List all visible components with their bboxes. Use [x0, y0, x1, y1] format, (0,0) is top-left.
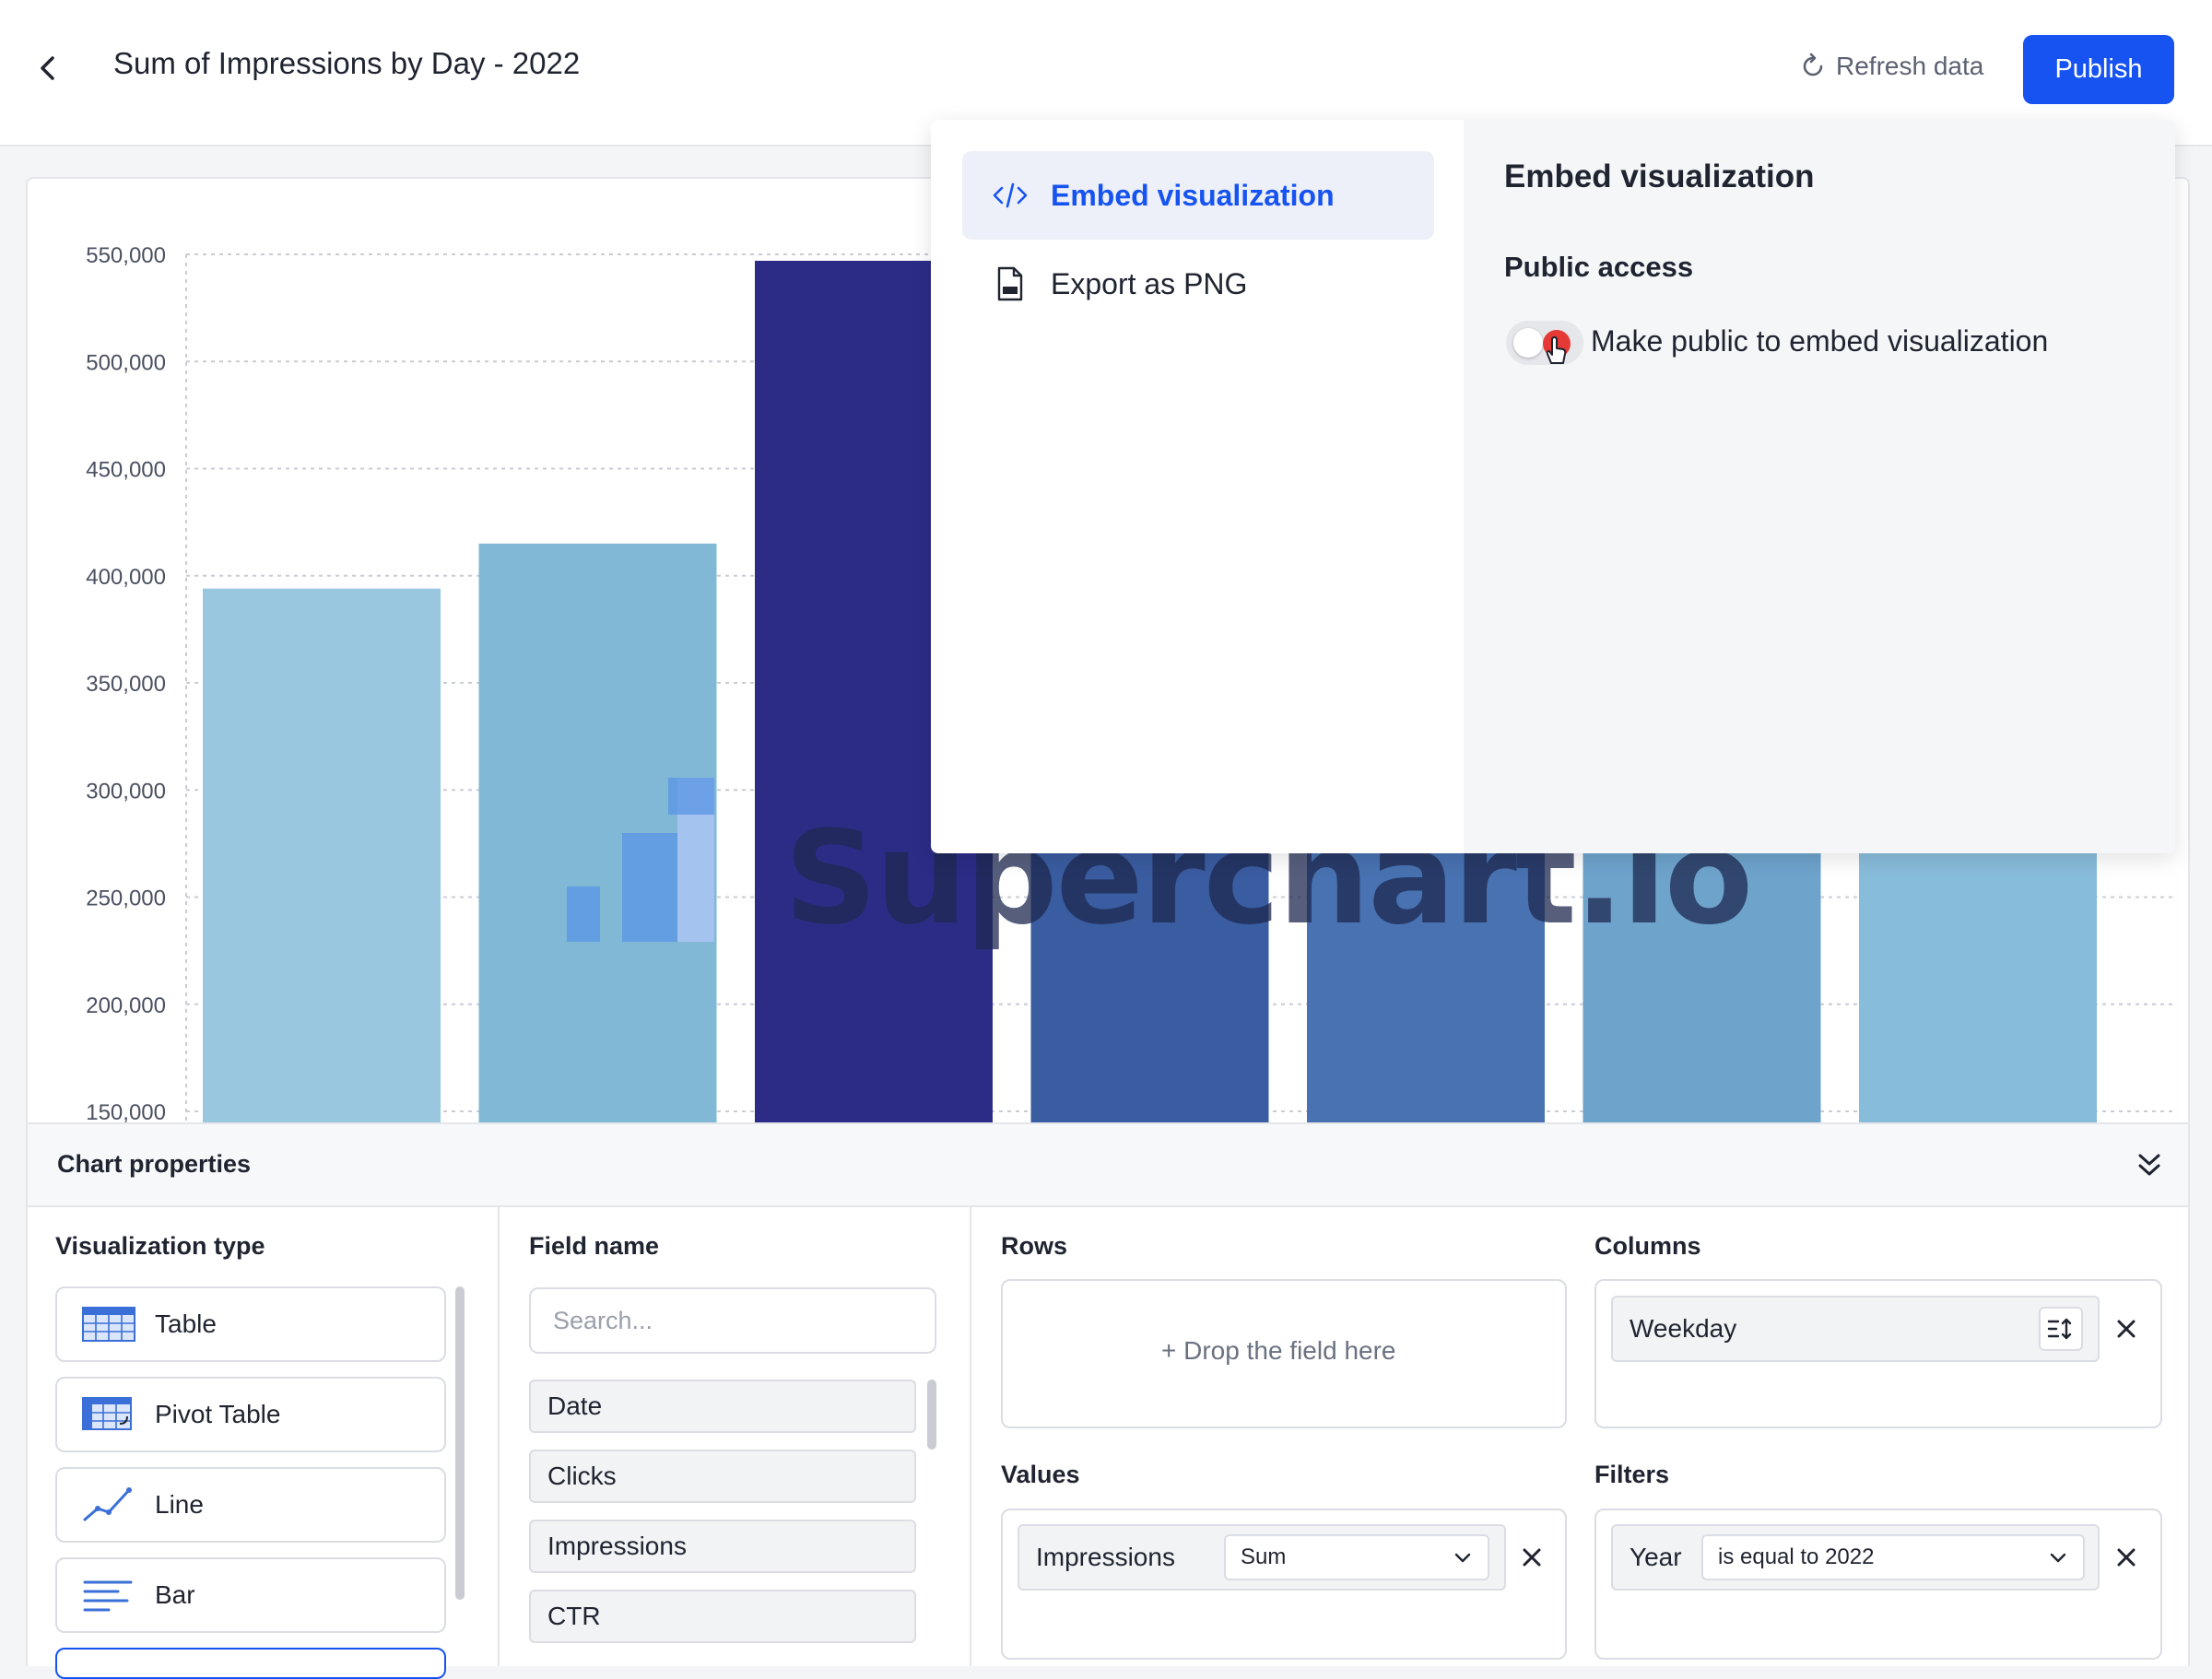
- filter-condition-value: is equal to 2022: [1718, 1544, 1875, 1569]
- filters-title: Filters: [1594, 1461, 1670, 1488]
- rows-dropzone[interactable]: + Drop the field here: [1001, 1279, 1567, 1428]
- chart-properties-header[interactable]: Chart properties: [28, 1124, 2188, 1207]
- field-item-ctr[interactable]: CTR: [529, 1590, 916, 1643]
- chevron-down-icon: [2050, 1553, 2066, 1563]
- refresh-icon: [1803, 53, 1823, 76]
- public-access-heading: Public access: [1504, 251, 1694, 283]
- sort-button[interactable]: [2039, 1307, 2083, 1351]
- rows-drop-text: + Drop the field here: [1161, 1336, 1396, 1365]
- columns-field-chip[interactable]: Weekday: [1611, 1296, 2100, 1362]
- viz-type-next[interactable]: [55, 1648, 446, 1679]
- y-tick-label: 200,000: [86, 993, 166, 1018]
- y-tick-label: 150,000: [86, 1100, 166, 1125]
- columns-field-label: Weekday: [1630, 1314, 1737, 1343]
- field-item-impressions[interactable]: Impressions: [529, 1520, 916, 1573]
- viz-type-title: Visualization type: [55, 1232, 265, 1260]
- bar-chart-icon: [83, 1580, 133, 1612]
- viz-type-line[interactable]: Line: [55, 1467, 446, 1543]
- values-field-label: Impressions: [1036, 1543, 1175, 1571]
- viz-type-label: Bar: [155, 1580, 195, 1609]
- menu-item-label: Export as PNG: [1051, 266, 1248, 300]
- close-icon: [1523, 1548, 1541, 1567]
- remove-filter-button[interactable]: [2111, 1542, 2142, 1573]
- aggregation-value: Sum: [1241, 1544, 1287, 1569]
- field-item-clicks[interactable]: Clicks: [529, 1450, 916, 1503]
- menu-embed-visualization[interactable]: Embed visualization: [962, 151, 1434, 240]
- column-divider: [498, 1205, 500, 1666]
- remove-column-button[interactable]: [2111, 1313, 2142, 1344]
- aggregation-select[interactable]: Sum: [1224, 1534, 1489, 1580]
- rows-title: Rows: [1001, 1232, 1068, 1260]
- chart-properties-title: Chart properties: [57, 1150, 252, 1178]
- y-tick-label: 350,000: [86, 672, 166, 697]
- columns-title: Columns: [1594, 1232, 1701, 1260]
- bar[interactable]: [203, 588, 441, 1128]
- refresh-label: Refresh data: [1836, 52, 1984, 80]
- bar[interactable]: [1859, 832, 2097, 1128]
- page-title: Sum of Impressions by Day - 2022: [113, 46, 581, 80]
- share-popover: Embed visualization Export as PNG Embed …: [931, 120, 2175, 853]
- viz-type-table[interactable]: Table: [55, 1286, 446, 1362]
- bar[interactable]: [1030, 832, 1269, 1128]
- code-icon-wrap: [990, 175, 1030, 216]
- collapse-chevrons-icon[interactable]: [2131, 1146, 2168, 1183]
- table-icon: [82, 1307, 135, 1342]
- menu-item-label: Embed visualization: [1051, 178, 1335, 212]
- chevron-down-icon: [1454, 1553, 1471, 1563]
- bar[interactable]: [478, 543, 717, 1128]
- y-tick-label: 250,000: [86, 886, 166, 911]
- values-title: Values: [1001, 1461, 1080, 1488]
- png-icon-wrap: [990, 264, 1030, 304]
- close-icon: [2117, 1548, 2136, 1567]
- viz-type-scrollbar[interactable]: [455, 1286, 465, 1600]
- refresh-data-button[interactable]: Refresh data: [1799, 52, 1983, 81]
- y-tick-label: 450,000: [86, 458, 166, 483]
- bar[interactable]: [1583, 832, 1821, 1128]
- pivot-table-icon: [82, 1397, 132, 1430]
- viz-type-label: Table: [155, 1309, 217, 1338]
- close-icon: [2117, 1320, 2136, 1338]
- embed-heading: Embed visualization: [1504, 159, 1815, 194]
- png-file-icon: [997, 266, 1023, 301]
- viz-type-bar[interactable]: Bar: [55, 1557, 446, 1633]
- column-divider: [970, 1205, 971, 1666]
- remove-value-button[interactable]: [1516, 1542, 1547, 1573]
- make-public-label: Make public to embed visualization: [1591, 324, 2049, 358]
- hand-pointer-icon: [1546, 336, 1567, 364]
- viz-type-label: Pivot Table: [155, 1400, 281, 1428]
- viz-type-label: Line: [155, 1490, 204, 1519]
- bar[interactable]: [1307, 832, 1545, 1128]
- make-public-toggle[interactable]: [1506, 321, 1583, 365]
- back-button[interactable]: [28, 48, 68, 88]
- sort-icon: [2047, 1318, 2072, 1340]
- field-search-input[interactable]: [529, 1287, 936, 1354]
- y-tick-label: 300,000: [86, 779, 166, 804]
- viz-type-pivot-table[interactable]: Pivot Table: [55, 1377, 446, 1452]
- filter-condition-select[interactable]: is equal to 2022: [1701, 1534, 2085, 1580]
- filter-field-label: Year: [1630, 1543, 1682, 1571]
- line-chart-icon: [83, 1487, 132, 1521]
- chevron-left-icon: [41, 56, 54, 80]
- y-tick-label: 550,000: [86, 243, 166, 268]
- toggle-knob: [1513, 328, 1543, 358]
- y-tick-label: 400,000: [86, 565, 166, 590]
- field-name-title: Field name: [529, 1232, 660, 1260]
- menu-export-png[interactable]: Export as PNG: [962, 240, 1434, 328]
- embed-panel: [1464, 120, 2175, 853]
- field-item-date[interactable]: Date: [529, 1380, 916, 1433]
- publish-button[interactable]: Publish: [2023, 35, 2174, 104]
- field-list-scrollbar[interactable]: [927, 1380, 936, 1450]
- y-tick-label: 500,000: [86, 350, 166, 375]
- code-icon: [993, 182, 1028, 208]
